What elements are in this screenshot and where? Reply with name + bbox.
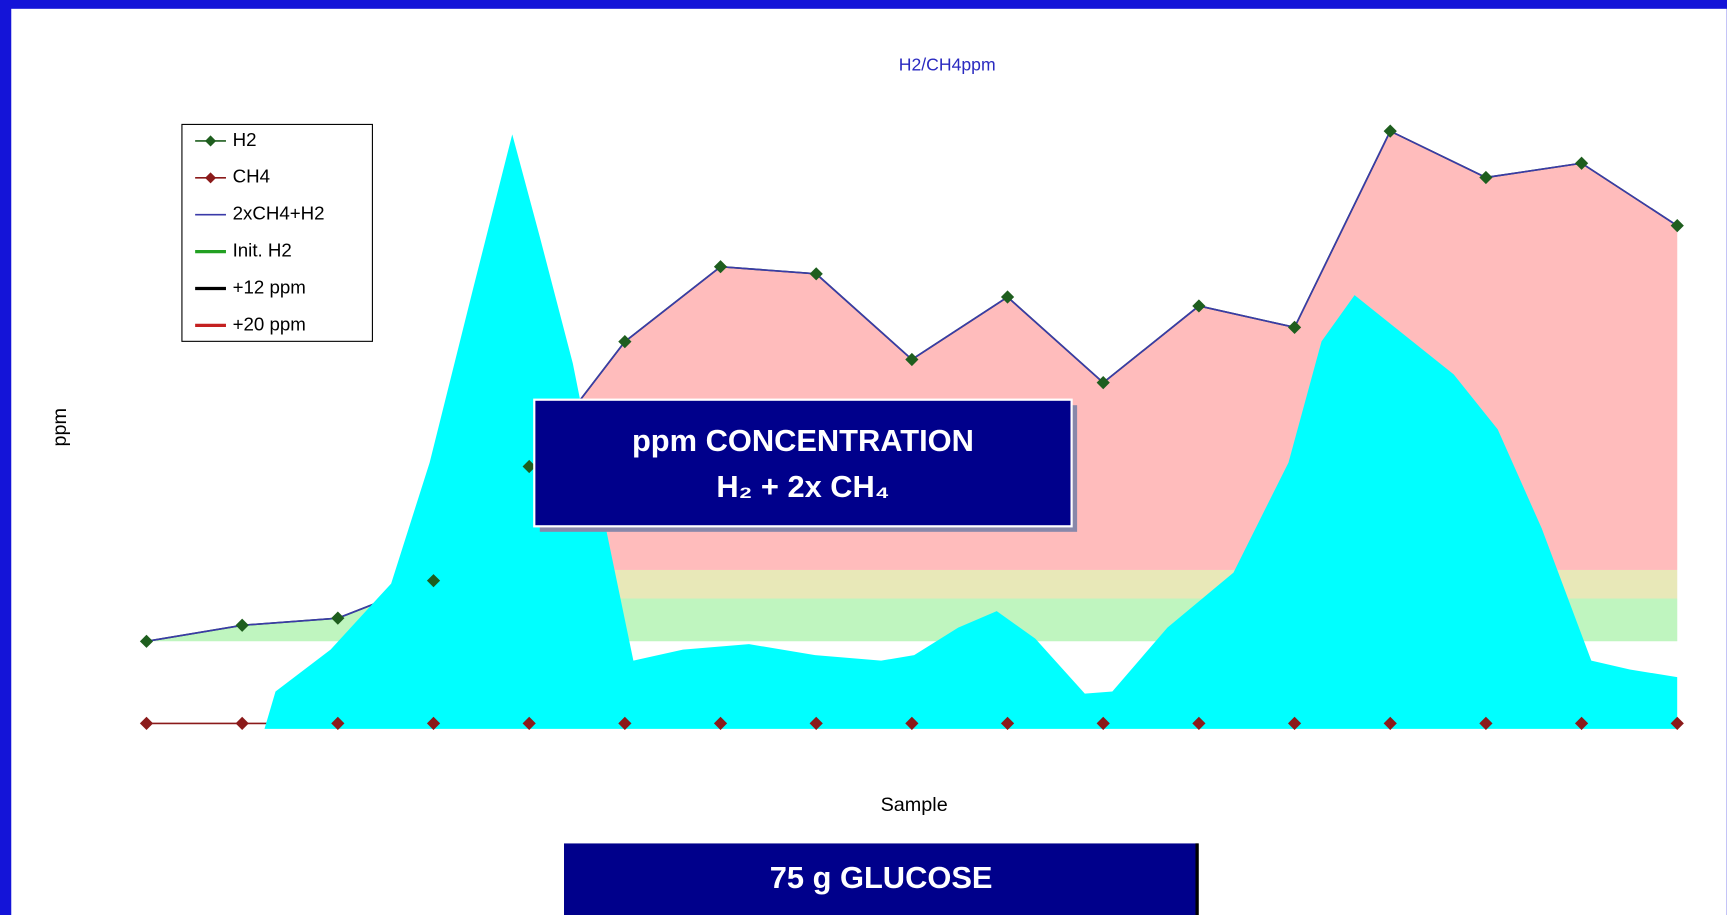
note-box: 75 g GLUCOSE — [564, 843, 1199, 915]
legend-label: +12 ppm — [233, 276, 306, 297]
legend-swatch — [205, 172, 217, 184]
legend-label: Init. H2 — [233, 240, 292, 261]
y-axis-label: ppm — [49, 408, 71, 447]
marker — [426, 574, 441, 588]
x-axis-label: Sample — [881, 794, 948, 816]
annotation-line: H₂ + 2x CH₄ — [716, 469, 889, 504]
marker — [1383, 124, 1397, 138]
marker — [1192, 299, 1206, 313]
marker — [713, 260, 728, 274]
marker — [235, 618, 249, 632]
legend-label: CH4 — [233, 166, 270, 187]
legend-label: +20 ppm — [233, 313, 306, 334]
marker — [905, 352, 919, 367]
glucose-overlay — [264, 134, 1678, 729]
note: 75 g GLUCOSE — [770, 860, 993, 895]
marker — [522, 459, 536, 474]
box — [564, 843, 1199, 915]
legend-label: 2xCH4+H2 — [233, 203, 325, 224]
marker — [1287, 320, 1302, 334]
legend-label: H2 — [233, 129, 257, 150]
chart-title: H2/CH4ppm — [899, 55, 996, 75]
box — [533, 398, 1073, 528]
marker — [1479, 170, 1493, 185]
annotation-line: ppm CONCENTRATION — [632, 423, 974, 458]
marker — [809, 267, 823, 281]
legend-box — [181, 123, 373, 342]
annotation-box: ppm CONCENTRATION H₂ + 2x CH₄ — [533, 398, 1078, 532]
